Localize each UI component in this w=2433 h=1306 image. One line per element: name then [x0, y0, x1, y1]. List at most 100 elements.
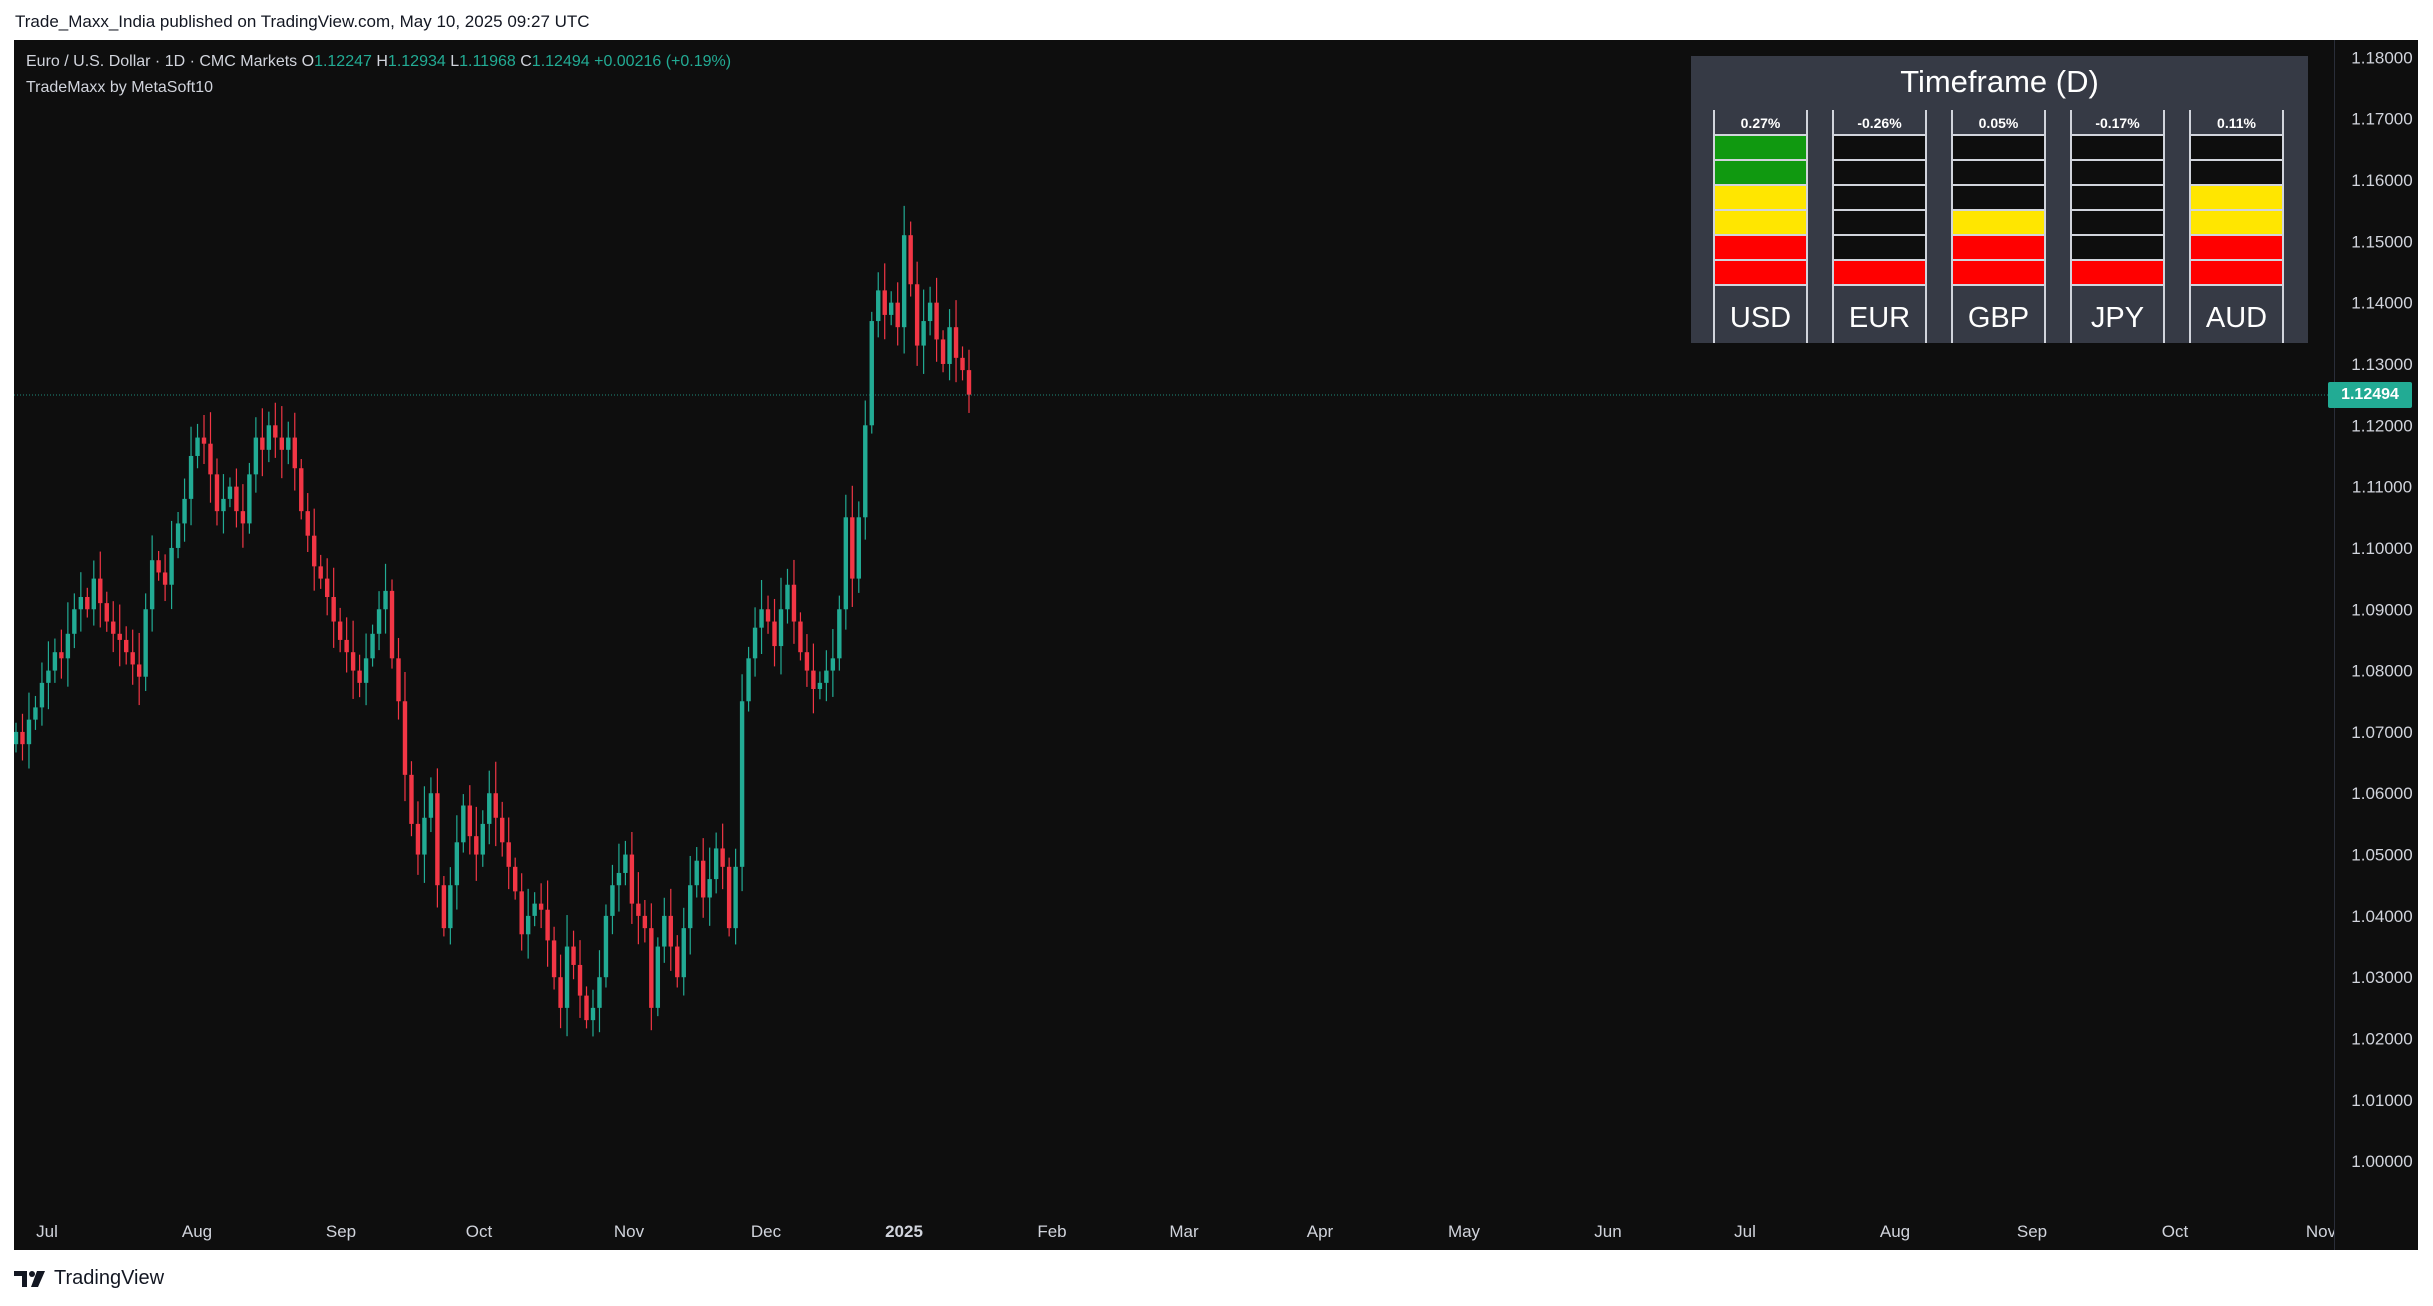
candle-body	[558, 977, 563, 1008]
candle-body	[882, 290, 887, 315]
price-tick-label: 1.02000	[2351, 1030, 2412, 1049]
candle-body	[91, 578, 96, 610]
candle-body	[571, 946, 576, 965]
price-axis[interactable]: 1.18000 1.17000 1.16000 1.15000 1.14000 1.130…	[2334, 40, 2418, 1250]
price-plot[interactable]	[14, 40, 2334, 1240]
time-tick-label: Mar	[1169, 1222, 1199, 1241]
candle-body	[720, 848, 725, 867]
candle-body	[422, 817, 427, 855]
candle-body	[493, 793, 498, 818]
candle-body	[759, 609, 764, 628]
currency-label: USD	[1715, 293, 1806, 343]
strength-cell	[1834, 161, 1925, 186]
price-tick-label: 1.09000	[2351, 600, 2412, 619]
last-price-badge: 1.12494	[2328, 382, 2412, 408]
strength-cell	[2072, 211, 2163, 236]
candle-body	[441, 885, 447, 929]
candle-body	[435, 793, 440, 886]
strength-cell	[1953, 261, 2044, 286]
strength-cell	[2191, 236, 2282, 261]
time-axis[interactable]: Jul Aug Sep Oct Nov Dec 2025 Feb Mar Apr May Jun Jul…	[14, 1210, 2334, 1250]
candle-body	[746, 658, 751, 702]
candle-body	[798, 621, 803, 653]
strength-cell	[2072, 236, 2163, 261]
candle-body	[966, 370, 972, 395]
candle-body	[487, 793, 492, 824]
time-tick-label: Oct	[466, 1222, 493, 1241]
candle-body	[726, 866, 732, 929]
symbol-legend[interactable]: Euro / U.S. Dollar · 1D · CMC Markets O1…	[26, 53, 731, 71]
candle-body	[655, 946, 661, 1008]
candle-body	[454, 842, 460, 886]
candle-body	[292, 437, 297, 469]
symbol-name[interactable]: Euro / U.S. Dollar · 1D · CMC Markets	[26, 53, 298, 70]
strength-column-eur: -0.26% EUR	[1832, 110, 1927, 343]
candle-body	[461, 805, 466, 843]
candle-body	[785, 584, 790, 610]
candle-body	[603, 915, 609, 978]
tradingview-brand[interactable]: TradingView	[14, 1267, 164, 1290]
candle-body	[279, 437, 285, 450]
strength-cell	[1715, 211, 1806, 236]
candle-body	[791, 584, 797, 622]
strength-percent: 0.27%	[1715, 110, 1806, 136]
strength-cell	[1834, 211, 1925, 236]
candle-body	[136, 664, 142, 677]
time-tick-label: Jul	[36, 1222, 58, 1241]
time-tick-label: 2025	[885, 1222, 923, 1241]
strength-cell	[2191, 211, 2282, 236]
candle-body	[415, 823, 421, 855]
strength-column-gbp: 0.05% GBP	[1951, 110, 2046, 343]
candle-body	[960, 357, 965, 371]
candle-body	[357, 670, 362, 683]
candle-body	[376, 609, 382, 634]
candle-body	[597, 977, 602, 1008]
price-tick-label: 1.10000	[2351, 539, 2412, 558]
candle-body	[162, 572, 168, 585]
candle-body	[519, 891, 524, 935]
candle-body	[318, 566, 323, 579]
candle-body	[39, 682, 45, 708]
indicator-legend[interactable]: TradeMaxx by MetaSoft10	[26, 79, 214, 96]
candle-body	[675, 946, 680, 978]
candle-body	[532, 903, 537, 916]
candle-body	[201, 437, 207, 444]
strength-column-jpy: -0.17% JPY	[2070, 110, 2165, 343]
candle-body	[778, 609, 784, 647]
candle-body	[876, 290, 881, 322]
publish-header: Trade_Maxx_India published on TradingVie…	[0, 0, 2433, 40]
candle-body	[551, 940, 557, 978]
candle-body	[389, 590, 395, 659]
low-value: 1.11968	[459, 53, 516, 70]
candle-body	[739, 701, 745, 867]
candle-body	[59, 652, 64, 659]
candle-body	[474, 836, 479, 855]
candle-body	[927, 302, 933, 322]
candle-body	[856, 517, 861, 579]
candle-body	[350, 652, 356, 671]
candle-body	[914, 284, 920, 346]
candle-body	[182, 498, 187, 524]
change-value: +0.00216 (+0.19%)	[594, 53, 732, 70]
candle-body	[331, 597, 336, 622]
strength-cell	[1715, 236, 1806, 261]
strength-cell	[2072, 261, 2163, 286]
chart-area[interactable]: Euro / U.S. Dollar · 1D · CMC Markets O1…	[14, 40, 2418, 1250]
candle-body	[629, 854, 635, 904]
strength-cell	[1715, 261, 1806, 286]
strength-cell	[1953, 236, 2044, 261]
price-tick-label: 1.04000	[2351, 907, 2412, 926]
candle-body	[14, 731, 19, 745]
candle-body	[921, 321, 926, 346]
candle-body	[830, 658, 836, 671]
candle-body	[811, 670, 816, 689]
price-tick-label: 1.16000	[2351, 171, 2412, 190]
price-tick-label: 1.08000	[2351, 662, 2412, 681]
candle-body	[668, 915, 673, 947]
candle-body	[934, 302, 939, 340]
strength-cell	[2191, 136, 2282, 161]
candle-body	[383, 590, 388, 610]
low-label: L	[450, 53, 460, 70]
publish-info: Trade_Maxx_India published on TradingVie…	[15, 12, 590, 31]
candle-body	[700, 860, 706, 898]
